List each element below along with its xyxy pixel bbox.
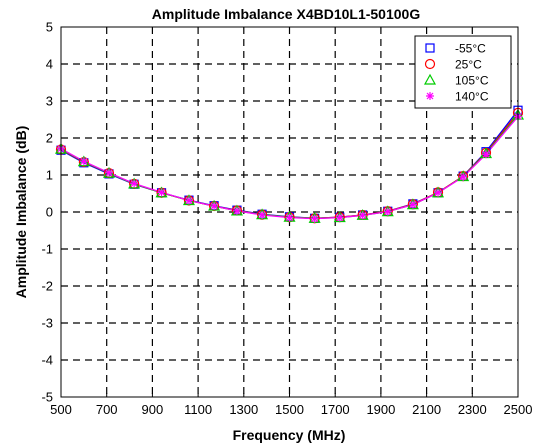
data-point xyxy=(258,210,267,219)
data-point xyxy=(157,188,166,197)
x-tick-label: 500 xyxy=(50,402,72,417)
data-point xyxy=(310,214,319,223)
data-point xyxy=(130,179,139,188)
legend-label: -55°C xyxy=(455,42,486,56)
x-tick-label: 2500 xyxy=(504,402,533,417)
y-tick-label: -1 xyxy=(41,242,53,257)
y-tick-label: -3 xyxy=(41,316,53,331)
y-axis: -5 -4 -3 -2 -1 0 1 2 3 4 5 xyxy=(41,20,65,405)
y-tick-label: 2 xyxy=(46,131,53,146)
data-point xyxy=(79,157,88,166)
data-point xyxy=(285,213,294,222)
data-point xyxy=(459,172,468,181)
x-tick-label: 2300 xyxy=(458,402,487,417)
y-tick-label: 1 xyxy=(46,168,53,183)
legend-label: 25°C xyxy=(455,58,482,72)
data-point xyxy=(408,200,417,209)
x-tick-label: 700 xyxy=(96,402,118,417)
legend-label: 105°C xyxy=(455,74,489,88)
data-point xyxy=(434,188,443,197)
x-tick-label: 1300 xyxy=(229,402,258,417)
legend-marker xyxy=(423,73,437,85)
x-tick-label: 1900 xyxy=(366,402,395,417)
y-tick-label: 0 xyxy=(46,205,53,220)
legend: -55°C 25°C 105°C 140°C xyxy=(414,35,512,109)
legend-marker xyxy=(425,43,435,53)
legend-marker xyxy=(424,58,436,70)
legend-label: 140°C xyxy=(455,90,489,104)
y-tick-label: 3 xyxy=(46,94,53,109)
x-tick-label: 1100 xyxy=(184,402,212,417)
data-point xyxy=(184,196,193,205)
x-axis: 500 700 900 1100 1300 1500 1700 1900 2100 2300 250… xyxy=(50,393,532,417)
x-tick-label: 1500 xyxy=(275,402,304,417)
y-tick-label: -5 xyxy=(41,390,53,405)
y-tick-label: -4 xyxy=(41,353,53,368)
y-axis-label: Amplitude Imbalance (dB) xyxy=(13,126,29,299)
data-point xyxy=(358,211,367,220)
data-point xyxy=(383,207,392,216)
x-tick-label: 2100 xyxy=(412,402,441,417)
y-tick-label: 5 xyxy=(46,20,53,35)
legend-marker xyxy=(426,92,434,100)
y-tick-label: -2 xyxy=(41,279,53,294)
data-point xyxy=(335,213,344,222)
data-point xyxy=(232,206,241,215)
chart-title: Amplitude Imbalance X4BD10L1-50100G xyxy=(152,6,421,22)
x-tick-label: 900 xyxy=(142,402,164,417)
x-tick-label: 1700 xyxy=(321,402,350,417)
y-tick-label: 4 xyxy=(46,57,53,72)
x-axis-label: Frequency (MHz) xyxy=(233,427,346,443)
data-point xyxy=(210,202,219,211)
data-point xyxy=(482,150,491,159)
data-point xyxy=(104,168,113,177)
